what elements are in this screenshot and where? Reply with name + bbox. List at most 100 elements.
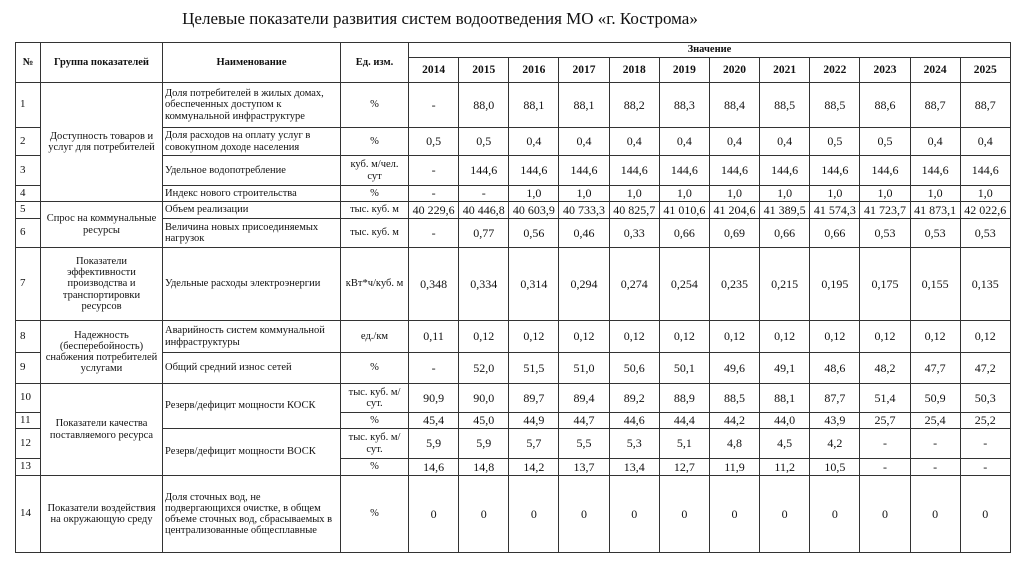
value-cell: 0 <box>708 475 761 553</box>
value-cell: 1,0 <box>558 185 610 202</box>
unit-cell: % <box>340 458 409 476</box>
value-cell: 0,12 <box>708 320 761 353</box>
value-cell: 48,6 <box>809 352 861 384</box>
value-cell: 0,12 <box>608 320 660 353</box>
row-number: 10 <box>15 383 41 413</box>
value-cell: 0,4 <box>658 127 710 156</box>
value-cell: 0,215 <box>759 247 811 321</box>
value-cell: 45,4 <box>407 412 460 429</box>
table-row: 4 Индекс нового строительства% - -1,0 1,0 1,0… <box>15 185 1011 202</box>
value-cell: 0 <box>458 475 510 553</box>
year-header: 2021 <box>759 57 811 83</box>
unit-cell: тыс. куб. м/сут. <box>340 383 409 413</box>
value-cell: 88,7 <box>909 82 961 128</box>
unit-cell: % <box>340 82 409 128</box>
name-cell: Доля расходов на оплату услуг в совокупн… <box>162 127 341 156</box>
year-header: 2016 <box>508 57 560 83</box>
value-cell: 144,6 <box>708 155 761 186</box>
value-cell: 0,334 <box>458 247 510 321</box>
value-cell: 88,1 <box>759 383 811 413</box>
table-head: № Группа показателей Наименование Ед. из… <box>15 42 1011 83</box>
row-number: 2 <box>15 127 41 156</box>
value-cell: 144,6 <box>508 155 560 186</box>
value-cell: 1,0 <box>658 185 710 202</box>
table-body: 1 Доступность товаров и услуг для потреби… <box>15 82 1011 553</box>
years-row: 2014 2015 2016 2017 2018 2019 2020 2021 2022 2023… <box>16 57 1011 83</box>
unit-cell: % <box>340 475 409 553</box>
value-cell: 0,195 <box>809 247 861 321</box>
value-cell: 0,5 <box>407 127 460 156</box>
value-cell: 144,6 <box>909 155 961 186</box>
value-cell: 25,2 <box>959 412 1011 429</box>
unit-cell: % <box>340 412 409 429</box>
header-cell: № <box>15 42 41 83</box>
value-cell: 0,4 <box>508 127 560 156</box>
row-number: 14 <box>15 475 41 553</box>
value-cell: 51,4 <box>859 383 911 413</box>
value-cell: 90,0 <box>458 383 510 413</box>
value-cell: 88,0 <box>458 82 510 128</box>
value-cell: 0,56 <box>508 218 560 248</box>
value-cell: 88,3 <box>658 82 710 128</box>
value-cell: 0,12 <box>458 320 510 353</box>
value-cell: 88,5 <box>809 82 861 128</box>
unit-cell: тыс. куб. м/сут. <box>340 428 409 459</box>
unit-cell: % <box>340 127 409 156</box>
value-cell: 41 574,3 <box>809 201 861 219</box>
row-number: 7 <box>15 247 41 321</box>
value-cell: 0,66 <box>809 218 861 248</box>
table-row: 14 Показатели воздействия на окружающую с… <box>15 475 1011 553</box>
value-cell: 0,12 <box>508 320 560 353</box>
value-cell: 88,7 <box>959 82 1011 128</box>
row-number: 3 <box>15 155 41 186</box>
table-row: 7 Показатели эффективности производства и… <box>15 247 1011 321</box>
value-cell: - <box>909 458 961 476</box>
value-cell: - <box>959 458 1011 476</box>
value-cell: 47,2 <box>959 352 1011 384</box>
year-header: 2024 <box>909 57 961 83</box>
value-cell: 0,12 <box>959 320 1011 353</box>
value-cell: 1,0 <box>809 185 861 202</box>
value-cell: 5,9 <box>458 428 510 459</box>
value-cell: 0,12 <box>658 320 710 353</box>
value-cell: 0 <box>407 475 460 553</box>
value-cell: 44,4 <box>658 412 710 429</box>
value-cell: - <box>407 218 460 248</box>
value-cell: 11,9 <box>708 458 761 476</box>
name-cell: Индекс нового строительства <box>162 185 341 202</box>
row-number: 9 <box>15 352 41 384</box>
value-cell: 11,2 <box>759 458 811 476</box>
value-cell: 25,4 <box>909 412 961 429</box>
value-cell: 144,6 <box>608 155 660 186</box>
group-cell: Показатели эффективности производства и … <box>40 247 163 321</box>
year-header: 2023 <box>859 57 911 83</box>
value-cell: 43,9 <box>809 412 861 429</box>
unit-cell: % <box>340 352 409 384</box>
table-row: 6 Величина новых присоединяемых нагрузок т… <box>15 218 1011 248</box>
value-cell: 0,4 <box>909 127 961 156</box>
value-cell: 0,69 <box>708 218 761 248</box>
value-cell: 0,12 <box>909 320 961 353</box>
unit-cell: % <box>340 185 409 202</box>
value-cell: 50,1 <box>658 352 710 384</box>
value-cell: 1,0 <box>759 185 811 202</box>
name-cell: Доля потребителей в жилых домах, обеспеч… <box>162 82 341 128</box>
table-row: 9 Общий средний износ сетей% -52,0 51,5 51,0… <box>15 352 1011 384</box>
value-cell: 0 <box>608 475 660 553</box>
value-cell: 5,5 <box>558 428 610 459</box>
value-cell: 4,5 <box>759 428 811 459</box>
table-row: 2 Доля расходов на оплату услуг в совокуп… <box>15 127 1011 156</box>
table-row: 13% 14,6 14,8 14,2 13,7 13,4 12,7 11,9 11,2 10,5-… <box>15 458 1011 476</box>
value-cell: 1,0 <box>959 185 1011 202</box>
value-cell: 41 873,1 <box>909 201 961 219</box>
value-cell: 25,7 <box>859 412 911 429</box>
value-cell: 88,2 <box>608 82 660 128</box>
value-cell: 0,135 <box>959 247 1011 321</box>
indicator-table: № Группа показателей Наименование Ед. из… <box>15 42 1011 553</box>
name-cell: Резерв/дефицит мощности ВОСК <box>162 428 341 476</box>
value-cell: 0 <box>859 475 911 553</box>
value-cell: 12,7 <box>658 458 710 476</box>
value-cell: 5,9 <box>407 428 460 459</box>
value-cell: 0,53 <box>859 218 911 248</box>
